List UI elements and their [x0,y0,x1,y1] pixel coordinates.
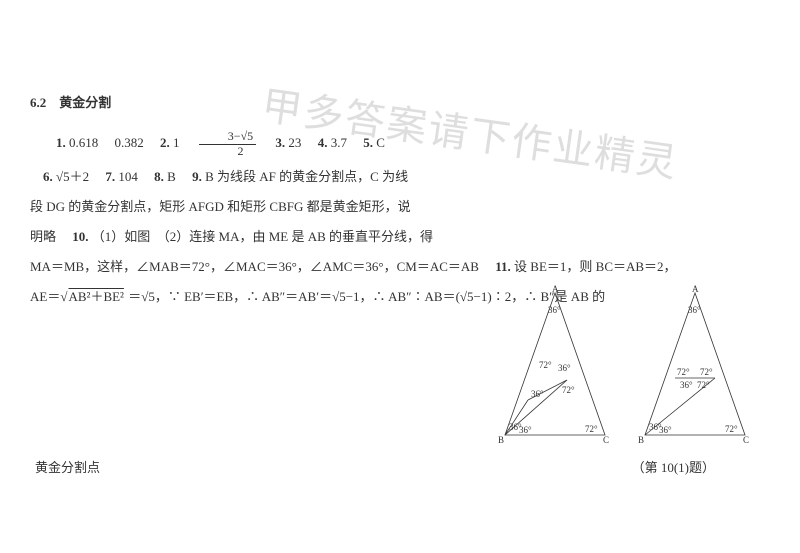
section-title: 6.2 黄金分割 [30,90,770,116]
line6-a: AE＝ [30,289,60,304]
angle-72-r: 72° [562,385,575,395]
angle-72-mid: 72° [539,360,552,370]
ans-6-v: √5＋2 [56,169,89,184]
angle-36-mid: 36° [558,363,571,373]
ans-7-num: 7. [105,169,115,184]
answers-row-1: 1. 0.618 0.382 2. 1 3−√5 2 3. 23 4. 3.7 … [30,130,770,158]
ans-4-num: 4. [318,135,328,150]
angle-72-r2: 72° [700,367,713,377]
triangle-diagrams: A B C 36° 72° 36° 72° 36° 36° 36° 72° A … [495,285,755,445]
vertex-B2: B [638,435,644,445]
golden-label: 黄金分割点 [35,455,100,481]
ans-9-txt: B 为线段 AF 的黄金分割点，C 为线 [205,169,408,184]
line-5: MA＝MB，这样，∠MAB＝72°，∠MAC＝36°，∠AMC＝36°，CM＝A… [30,254,770,280]
angle-36-bl4: 36° [659,425,672,435]
line-3: 段 DG 的黄金分割点，矩形 AFGD 和矩形 CBFG 都是黄金矩形，说 [30,194,770,220]
answers-row-2: 6. √5＋2 7. 104 8. B 9. B 为线段 AF 的黄金分割点，C… [30,164,770,190]
vertex-A2: A [692,285,699,294]
line5-c: 设 BE＝1，则 BC＝AB＝2， [514,259,677,274]
ans-3-num: 3. [275,135,285,150]
ans-2-frac: 3−√5 2 [199,130,256,157]
ans-4-v: 3.7 [331,135,347,150]
vertex-A: A [552,285,559,294]
vertex-B: B [498,435,504,445]
ans-1-v2: 0.382 [115,135,144,150]
angle-72-m2: 72° [697,380,710,390]
angle-72-l2: 72° [677,367,690,377]
triangle-1: A B C 36° 72° 36° 72° 36° 36° 36° 72° [495,285,615,445]
ans-8-num: 8. [154,169,164,184]
ans-3-v: 23 [288,135,301,150]
line-4: 明略 10. （1）如图 （2）连接 MA，由 ME 是 AB 的垂直平分线，得 [30,224,770,250]
vertex-C: C [603,435,609,445]
ans-2-num: 2. [160,135,170,150]
angle-36-m2: 36° [680,380,693,390]
angle-36-top2: 36° [688,305,701,315]
line4-c: （1）如图 （2）连接 MA，由 ME 是 AB 的垂直平分线，得 [92,229,433,244]
line4-a: 明略 [30,229,69,244]
frac-num: 3−√5 [199,130,256,144]
figure-caption: （第 10(1)题） [632,455,715,481]
ans-8-v: B [167,169,176,184]
vertex-C2: C [743,435,749,445]
frac-den: 2 [199,145,256,158]
angle-72-br: 72° [585,424,598,434]
angle-36-top: 36° [548,305,561,315]
ans-5-v: C [376,135,385,150]
line6-sqrt: AB²＋BE² [67,289,124,304]
ans-1-v1: 0.618 [69,135,98,150]
ans-6-num: 6. [43,169,53,184]
ans-10-num: 10. [72,229,88,244]
ans-7-v: 104 [118,169,138,184]
ans-1-num: 1. [56,135,66,150]
triangle-2: A B C 36° 72° 72° 36° 72° 36° 36° 72° [635,285,755,445]
ans-5-num: 5. [363,135,373,150]
angle-36-bl2: 36° [519,425,532,435]
ans-9-num: 9. [192,169,202,184]
ans-2-v1: 1 [173,135,180,150]
line5-a: MA＝MB，这样，∠MAB＝72°，∠MAC＝36°，∠AMC＝36°，CM＝A… [30,259,492,274]
angle-36-l: 36° [531,389,544,399]
angle-72-br2: 72° [725,424,738,434]
ans-11-num: 11. [495,259,511,274]
